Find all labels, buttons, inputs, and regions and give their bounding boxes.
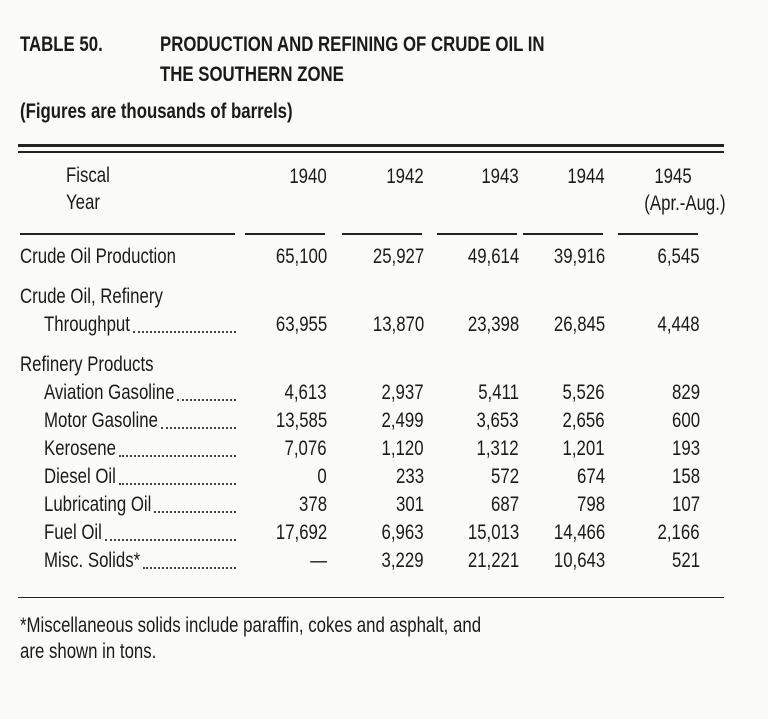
row-label: Motor Gasoline	[44, 409, 158, 432]
stub-header: Fiscal	[66, 164, 110, 187]
cell: 21,221	[467, 549, 519, 572]
cell: 5,411	[478, 381, 519, 404]
rule	[18, 144, 724, 147]
leader-dots	[177, 399, 236, 401]
cell: 3,229	[381, 549, 424, 572]
cell: 5,526	[562, 381, 605, 404]
cell: 13,870	[372, 313, 424, 336]
table-title: PRODUCTION AND REFINING OF CRUDE OIL IN	[160, 33, 545, 56]
cell: 6,545	[657, 245, 700, 268]
row-label: Misc. Solids*	[44, 549, 141, 572]
cell: 3,653	[476, 409, 519, 432]
subtitle: (Figures are thousands of barrels)	[20, 100, 293, 123]
cell: 13,585	[275, 409, 327, 432]
rule	[18, 151, 724, 153]
cell: 2,937	[381, 381, 424, 404]
cell: 23,398	[467, 313, 519, 336]
row-label: Crude Oil Production	[20, 245, 176, 268]
cell: 7,076	[284, 437, 327, 460]
cell: 49,614	[467, 245, 519, 268]
header-rule	[245, 233, 325, 235]
column-note: (Apr.-Aug.)	[644, 192, 726, 215]
cell: 65,100	[275, 245, 327, 268]
row-label: Kerosene	[44, 437, 116, 460]
cell: 15,013	[467, 521, 519, 544]
cell: 107	[671, 493, 700, 516]
header-rule	[437, 233, 517, 235]
leader-dots	[143, 567, 236, 569]
cell: 0	[317, 465, 327, 488]
column-header: 1944	[567, 165, 605, 188]
row-label: Throughput	[44, 313, 130, 336]
cell: —	[310, 549, 327, 572]
cell: 1,312	[476, 437, 519, 460]
cell: 193	[671, 437, 700, 460]
stub-header: Year	[66, 191, 100, 214]
row-label: Lubricating Oil	[44, 493, 152, 516]
table-title: THE SOUTHERN ZONE	[160, 63, 344, 86]
rule	[18, 597, 724, 598]
cell: 6,963	[381, 521, 424, 544]
cell: 687	[490, 493, 519, 516]
header-rule	[20, 233, 235, 235]
row-label: Crude Oil, Refinery	[20, 285, 163, 308]
cell: 4,613	[284, 381, 327, 404]
row-label: Diesel Oil	[44, 465, 116, 488]
column-header: 1940	[289, 165, 327, 188]
cell: 2,499	[381, 409, 424, 432]
cell: 63,955	[275, 313, 327, 336]
header-rule	[618, 233, 698, 235]
row-label: Fuel Oil	[44, 521, 102, 544]
table-number: TABLE 50.	[20, 33, 103, 56]
cell: 521	[671, 549, 700, 572]
footnote: *Miscellaneous solids include paraffin, …	[20, 614, 482, 637]
cell: 10,643	[553, 549, 605, 572]
cell: 2,166	[657, 521, 700, 544]
leader-dots	[104, 539, 236, 541]
leader-dots	[154, 511, 236, 513]
row-label: Refinery Products	[20, 353, 154, 376]
cell: 26,845	[553, 313, 605, 336]
column-header: 1942	[386, 165, 424, 188]
column-header: 1943	[481, 165, 519, 188]
cell: 25,927	[372, 245, 424, 268]
cell: 158	[671, 465, 700, 488]
cell: 233	[395, 465, 424, 488]
row-label: Aviation Gasoline	[44, 381, 175, 404]
footnote: are shown in tons.	[20, 640, 157, 663]
leader-dots	[132, 331, 236, 333]
cell: 14,466	[553, 521, 605, 544]
cell: 829	[671, 381, 700, 404]
cell: 572	[490, 465, 519, 488]
column-header: 1945	[654, 165, 692, 188]
cell: 4,448	[657, 313, 700, 336]
cell: 378	[298, 493, 327, 516]
cell: 301	[395, 493, 424, 516]
leader-dots	[160, 427, 236, 429]
cell: 674	[576, 465, 605, 488]
cell: 1,201	[562, 437, 605, 460]
header-rule	[342, 233, 422, 235]
leader-dots	[118, 455, 236, 457]
cell: 2,656	[562, 409, 605, 432]
cell: 1,120	[381, 437, 424, 460]
cell: 39,916	[553, 245, 605, 268]
leader-dots	[118, 483, 236, 485]
header-rule	[523, 233, 603, 235]
cell: 17,692	[275, 521, 327, 544]
cell: 600	[671, 409, 700, 432]
cell: 798	[576, 493, 605, 516]
